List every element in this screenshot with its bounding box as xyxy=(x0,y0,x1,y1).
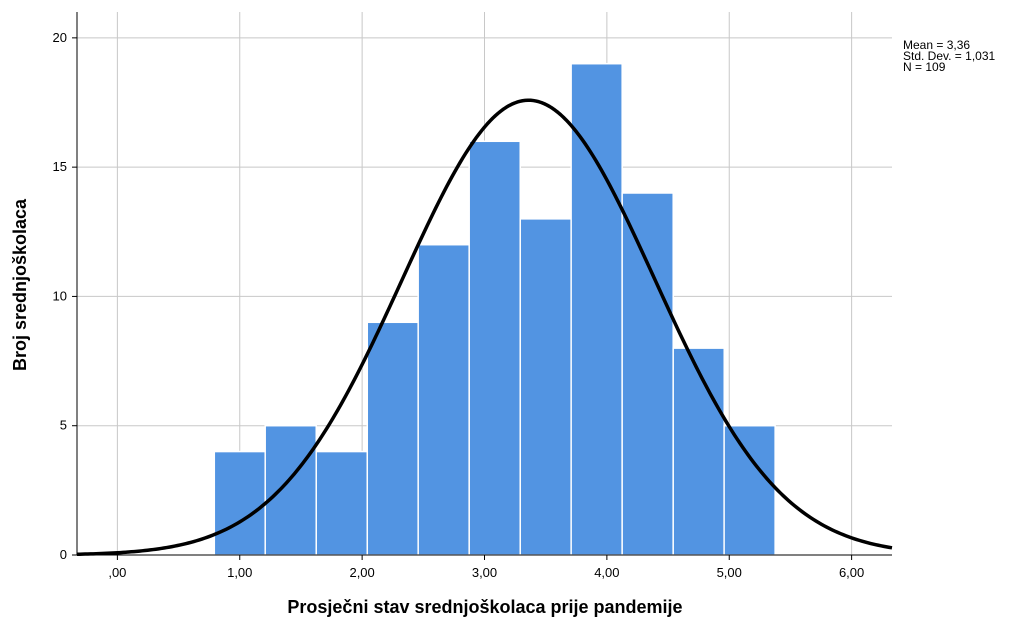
stats-std-dev: Std. Dev. = 1,031 xyxy=(903,49,996,63)
stats-n: N = 109 xyxy=(903,60,946,74)
histogram-bar xyxy=(621,192,674,556)
histogram-bar xyxy=(264,424,317,556)
x-tick-label: 6,00 xyxy=(839,565,864,580)
y-axis-title: Broj srednjoškolaca xyxy=(10,198,30,371)
x-tick-label: 3,00 xyxy=(472,565,497,580)
tick-labels: ,00 1,00 2,00 3,00 4,00 5,00 6,00 0 5 10 15 20 xyxy=(53,30,865,580)
x-tick-label: 5,00 xyxy=(717,565,742,580)
y-tick-label: 10 xyxy=(53,288,67,303)
descriptive-stats: Mean = 3,36 Std. Dev. = 1,031 N = 109 xyxy=(903,38,996,74)
normal-curve-group xyxy=(76,98,893,556)
histogram-bar xyxy=(723,424,776,556)
histogram-bar xyxy=(213,450,267,556)
histogram-bar xyxy=(315,450,369,556)
x-tick-label: 4,00 xyxy=(594,565,619,580)
histogram-bar xyxy=(468,140,521,556)
x-axis-title: Prosječni stav srednjoškolaca prije pand… xyxy=(287,597,682,617)
histogram-bar xyxy=(417,243,470,556)
y-tick-label: 0 xyxy=(60,547,67,562)
histogram-bar xyxy=(519,218,573,556)
y-tick-label: 15 xyxy=(53,159,67,174)
histogram-bar xyxy=(672,347,725,556)
axes xyxy=(72,12,892,560)
normal-curve xyxy=(76,98,893,556)
x-tick-label: ,00 xyxy=(108,565,126,580)
y-tick-label: 5 xyxy=(60,418,67,433)
stats-mean: Mean = 3,36 xyxy=(903,38,971,52)
histogram-bar xyxy=(366,321,420,556)
x-tick-label: 1,00 xyxy=(227,565,252,580)
y-tick-label: 20 xyxy=(53,30,67,45)
x-tick-label: 2,00 xyxy=(349,565,374,580)
histogram-bars xyxy=(213,62,776,556)
histogram-bar xyxy=(570,62,623,556)
